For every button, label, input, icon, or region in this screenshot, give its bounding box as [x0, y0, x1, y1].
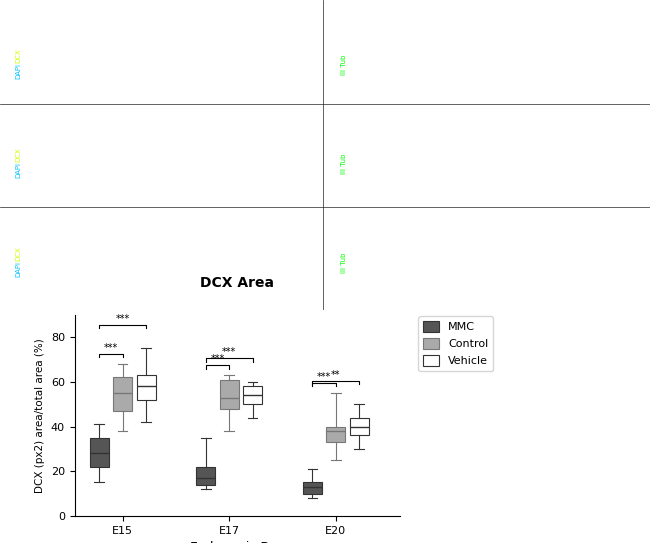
- Text: DCX: DCX: [16, 247, 21, 261]
- Text: E20: E20: [325, 213, 343, 224]
- Text: E20: E20: [3, 213, 21, 224]
- Text: MMC: MMC: [71, 9, 98, 20]
- Text: MMC: MMC: [399, 9, 426, 20]
- PathPatch shape: [243, 387, 263, 404]
- PathPatch shape: [196, 467, 215, 484]
- PathPatch shape: [350, 418, 369, 435]
- X-axis label: Embryonic Day: Embryonic Day: [190, 541, 285, 543]
- Text: B: B: [325, 9, 335, 23]
- Text: ***: ***: [317, 372, 332, 382]
- Text: E17: E17: [3, 115, 21, 124]
- Text: III Tub: III Tub: [341, 55, 346, 75]
- Text: III Tub: III Tub: [341, 154, 346, 174]
- Text: ***: ***: [222, 348, 237, 357]
- PathPatch shape: [113, 377, 133, 411]
- Y-axis label: DCX (px2) area/total area (%): DCX (px2) area/total area (%): [35, 338, 46, 493]
- Text: ***: ***: [211, 354, 225, 364]
- Text: III Tub: III Tub: [341, 253, 346, 273]
- Text: E15: E15: [3, 15, 21, 26]
- Text: DAPI: DAPI: [16, 261, 21, 277]
- Text: E17: E17: [325, 115, 343, 124]
- Text: A: A: [6, 9, 18, 23]
- Text: DCX: DCX: [16, 147, 21, 162]
- PathPatch shape: [136, 375, 156, 400]
- Legend: MMC, Control, Vehicle: MMC, Control, Vehicle: [419, 317, 493, 371]
- PathPatch shape: [220, 380, 239, 409]
- Text: E15: E15: [325, 15, 343, 26]
- Text: ***: ***: [104, 343, 118, 353]
- PathPatch shape: [303, 482, 322, 494]
- Text: Control/Vehicle: Control/Vehicle: [497, 9, 582, 20]
- PathPatch shape: [326, 427, 345, 442]
- Title: DCX Area: DCX Area: [200, 276, 274, 290]
- PathPatch shape: [90, 438, 109, 467]
- Text: ***: ***: [116, 314, 130, 324]
- Text: DAPI: DAPI: [16, 63, 21, 79]
- Text: DCX: DCX: [16, 48, 21, 63]
- Text: DAPI: DAPI: [16, 162, 21, 178]
- Text: **: **: [331, 370, 341, 380]
- Text: Control/Vehicle: Control/Vehicle: [159, 9, 244, 20]
